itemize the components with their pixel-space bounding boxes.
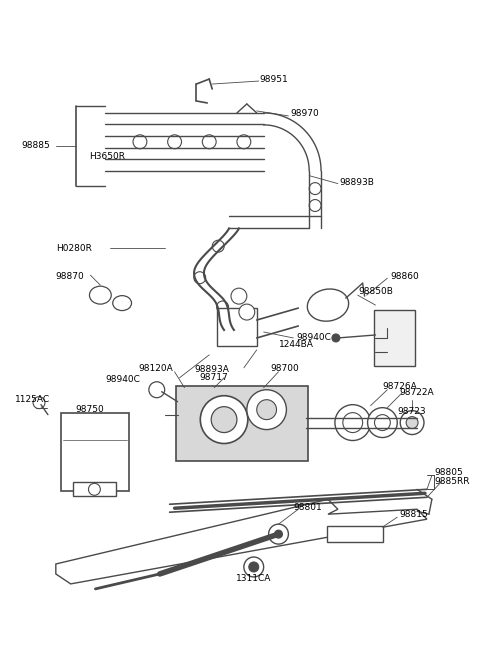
Text: 98893B: 98893B <box>340 178 375 187</box>
FancyBboxPatch shape <box>72 482 116 496</box>
Text: 98860: 98860 <box>390 272 419 281</box>
Text: 98940C: 98940C <box>105 375 140 384</box>
Text: 98801: 98801 <box>293 503 322 512</box>
Circle shape <box>200 396 248 443</box>
Text: H0280R: H0280R <box>56 244 92 253</box>
Text: 9885RR: 9885RR <box>434 477 469 486</box>
Text: 98722A: 98722A <box>399 388 434 397</box>
Circle shape <box>406 417 418 428</box>
Text: 98815: 98815 <box>399 510 428 519</box>
Text: H3650R: H3650R <box>89 152 125 161</box>
Text: 98951: 98951 <box>260 75 288 84</box>
Circle shape <box>374 415 390 430</box>
Text: 98893A: 98893A <box>194 365 229 374</box>
Circle shape <box>237 135 251 149</box>
Circle shape <box>244 557 264 577</box>
Text: 98723: 98723 <box>397 407 426 416</box>
Text: 98850B: 98850B <box>359 287 394 295</box>
FancyBboxPatch shape <box>373 310 415 366</box>
Text: 98805: 98805 <box>434 468 463 477</box>
Circle shape <box>231 288 247 304</box>
Text: 98885: 98885 <box>21 141 50 150</box>
Circle shape <box>149 382 165 398</box>
Circle shape <box>211 407 237 432</box>
Circle shape <box>249 562 259 572</box>
Text: 98970: 98970 <box>290 109 319 119</box>
Polygon shape <box>56 499 427 584</box>
FancyBboxPatch shape <box>176 386 308 461</box>
Circle shape <box>343 413 362 432</box>
Text: 98120A: 98120A <box>138 364 173 373</box>
Circle shape <box>368 407 397 438</box>
Text: 98717: 98717 <box>199 373 228 383</box>
Circle shape <box>202 135 216 149</box>
Circle shape <box>194 272 206 284</box>
Circle shape <box>309 200 321 212</box>
Text: 98940C: 98940C <box>296 333 331 343</box>
Circle shape <box>247 390 287 430</box>
Circle shape <box>168 135 181 149</box>
Circle shape <box>133 135 147 149</box>
Text: 1244BA: 1244BA <box>278 341 313 349</box>
Circle shape <box>400 411 424 434</box>
Text: 98700: 98700 <box>271 364 300 373</box>
Text: 98750: 98750 <box>76 405 104 414</box>
Text: 1311CA: 1311CA <box>236 574 271 584</box>
Circle shape <box>216 301 228 313</box>
Circle shape <box>257 400 276 420</box>
Circle shape <box>269 524 288 544</box>
Circle shape <box>88 483 100 495</box>
Circle shape <box>275 530 282 538</box>
FancyBboxPatch shape <box>61 413 129 491</box>
Circle shape <box>33 397 45 409</box>
Text: 1125AC: 1125AC <box>15 395 50 404</box>
Circle shape <box>332 334 340 342</box>
Circle shape <box>309 183 321 195</box>
FancyBboxPatch shape <box>327 526 384 542</box>
Ellipse shape <box>89 286 111 304</box>
Ellipse shape <box>307 289 348 321</box>
Circle shape <box>239 304 255 320</box>
Circle shape <box>335 405 371 441</box>
Text: 98726A: 98726A <box>383 383 417 391</box>
Text: 98870: 98870 <box>56 272 84 281</box>
FancyBboxPatch shape <box>217 308 257 346</box>
Ellipse shape <box>113 295 132 310</box>
Circle shape <box>212 240 224 252</box>
